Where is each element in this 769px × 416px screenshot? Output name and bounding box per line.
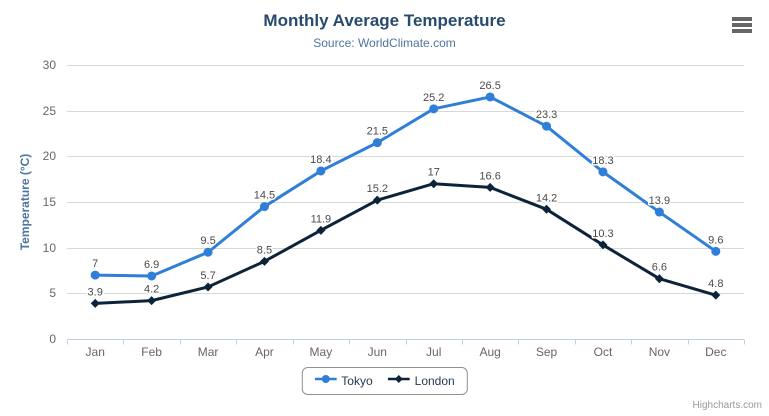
tokyo-data-point[interactable] (147, 271, 157, 281)
london-data-point[interactable] (316, 225, 326, 235)
tokyo-data-point[interactable] (485, 92, 495, 102)
tokyo-data-label: 7 (92, 258, 98, 270)
tokyo-data-label: 26.5 (479, 80, 500, 92)
tokyo-data-point[interactable] (654, 207, 664, 217)
london-data-point[interactable] (203, 282, 213, 292)
tokyo-data-label: 9.5 (200, 235, 215, 247)
credits-link[interactable]: Highcharts.com (692, 400, 762, 411)
x-axis-tick-label: Jan (86, 345, 105, 359)
x-axis-tick-label: Aug (479, 345, 500, 359)
london-data-label: 15.2 (367, 183, 388, 195)
y-axis-tick-label: 20 (43, 149, 57, 163)
london-data-point[interactable] (429, 179, 439, 189)
hamburger-bar (732, 17, 752, 21)
y-axis-tick-label: 15 (43, 195, 57, 209)
tokyo-data-point[interactable] (598, 167, 608, 177)
london-data-label: 16.6 (479, 170, 500, 182)
tokyo-series-marker-icon (314, 372, 337, 390)
london-data-point[interactable] (542, 204, 552, 214)
london-data-point[interactable] (485, 182, 495, 192)
x-axis-tick-label: Mar (198, 345, 219, 359)
london-series-marker-icon (387, 372, 410, 390)
tokyo-data-label: 23.3 (536, 109, 557, 121)
tokyo-data-label: 6.9 (144, 259, 159, 271)
x-axis-tick-label: Oct (594, 345, 613, 359)
london-data-label: 4.8 (708, 278, 723, 290)
london-data-label: 5.7 (200, 270, 215, 282)
y-axis-tick-label: 10 (43, 241, 57, 255)
x-axis-tick-label: Dec (705, 345, 726, 359)
tokyo-data-label: 14.5 (254, 190, 275, 202)
y-axis-tick-label: 0 (49, 332, 56, 346)
legend-item-label: London (414, 374, 455, 388)
x-axis-tick-label: Jun (368, 345, 387, 359)
tokyo-data-point[interactable] (203, 247, 213, 257)
legend: Tokyo London (301, 367, 468, 395)
london-data-label: 6.6 (652, 262, 667, 274)
x-axis-tick-label: Nov (649, 345, 670, 359)
london-data-label: 11.9 (311, 213, 332, 225)
tokyo-data-point[interactable] (372, 138, 382, 148)
london-data-point[interactable] (711, 290, 721, 300)
y-axis-title: Temperature (°C) (18, 153, 32, 251)
chart-title: Monthly Average Temperature (263, 11, 506, 30)
y-axis-tick-label: 5 (49, 286, 56, 300)
y-axis-tick-label: 25 (43, 104, 57, 118)
london-data-point[interactable] (598, 240, 608, 250)
london-data-label: 10.3 (592, 228, 613, 240)
london-data-point[interactable] (372, 195, 382, 205)
london-data-point[interactable] (654, 274, 664, 284)
tokyo-data-point[interactable] (259, 202, 269, 212)
tokyo-data-label: 21.5 (367, 126, 388, 138)
tokyo-data-label: 13.9 (649, 195, 670, 207)
london-data-label: 3.9 (88, 286, 103, 298)
hamburger-bar (732, 23, 752, 27)
tokyo-data-point[interactable] (316, 166, 326, 176)
x-axis-tick-label: Jul (426, 345, 441, 359)
tokyo-data-point[interactable] (711, 246, 721, 256)
tokyo-series-line[interactable] (93, 95, 718, 278)
tokyo-data-point[interactable] (429, 104, 439, 114)
tokyo-data-point[interactable] (542, 121, 552, 131)
x-axis-tick-label: May (310, 345, 333, 359)
london-data-point[interactable] (147, 296, 157, 306)
x-axis-tick-label: Feb (141, 345, 162, 359)
x-axis-tick-label: Apr (255, 345, 274, 359)
london-data-label: 8.5 (257, 244, 272, 256)
london-data-label: 17 (428, 167, 440, 179)
london-data-point[interactable] (259, 256, 269, 266)
x-axis-tick-label: Sep (536, 345, 558, 359)
chart-subtitle[interactable]: Source: WorldClimate.com (313, 36, 456, 50)
tokyo-data-label: 18.3 (592, 155, 613, 167)
tokyo-data-label: 18.4 (310, 154, 331, 166)
tokyo-data-label: 9.6 (708, 234, 723, 246)
london-data-label: 14.2 (536, 192, 557, 204)
london-data-label: 4.2 (144, 284, 159, 296)
legend-item-label: Tokyo (341, 374, 373, 388)
tokyo-data-label: 25.2 (423, 92, 444, 104)
legend-item-tokyo[interactable]: Tokyo (314, 372, 373, 390)
hamburger-bar (732, 29, 752, 33)
hamburger-icon[interactable] (730, 15, 754, 37)
legend-item-london[interactable]: London (387, 372, 455, 390)
y-axis-tick-label: 30 (43, 58, 57, 72)
tokyo-data-point[interactable] (90, 270, 100, 280)
london-data-point[interactable] (90, 298, 100, 308)
london-series-line[interactable] (93, 182, 718, 305)
